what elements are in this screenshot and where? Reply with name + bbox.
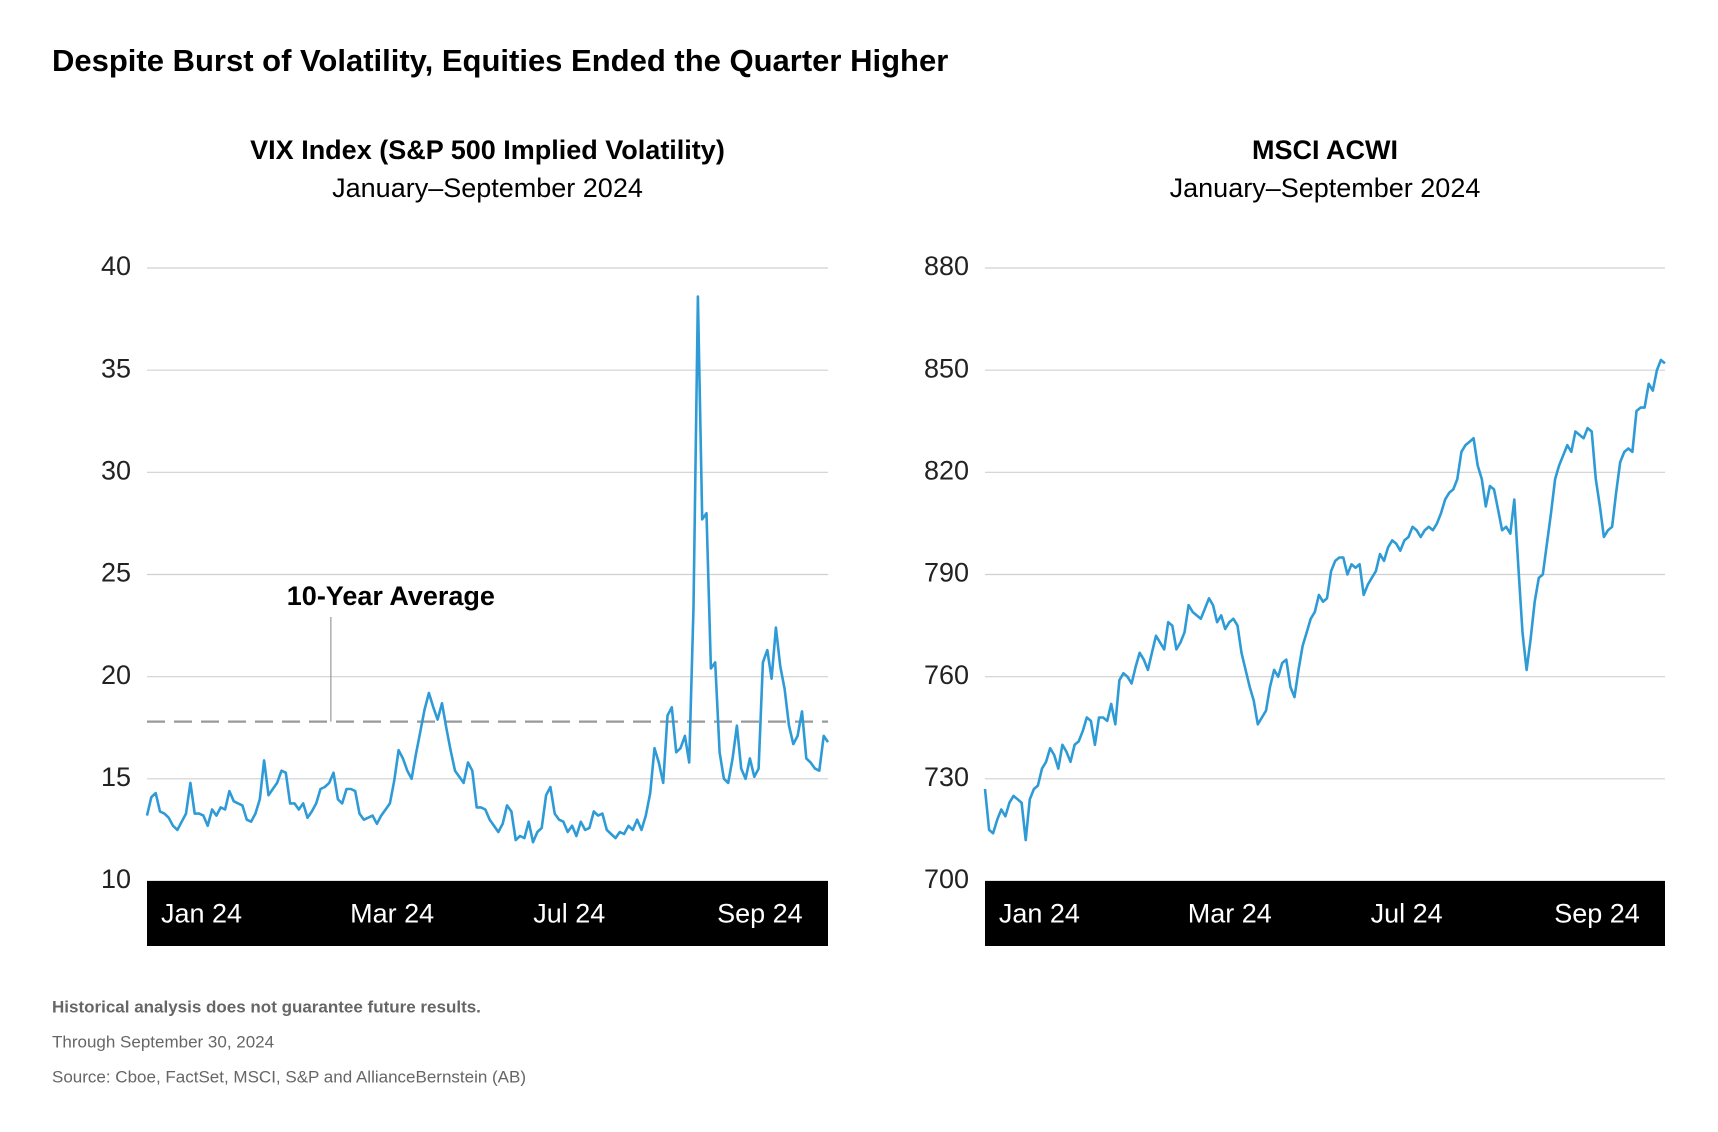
y-tick-label: 730 — [924, 762, 969, 792]
chart-subtitle: January–September 2024 — [332, 173, 643, 203]
chart-title: MSCI ACWI — [1252, 135, 1398, 165]
data-line — [145, 295, 830, 844]
x-tick-label: Jul 24 — [1371, 899, 1443, 929]
y-tick-label: 30 — [101, 455, 131, 485]
y-tick-label: 25 — [101, 558, 131, 588]
x-tick-label: Mar 24 — [350, 899, 434, 929]
y-tick-label: 15 — [101, 762, 131, 792]
y-tick-label: 790 — [924, 558, 969, 588]
x-tick-label: Jul 24 — [533, 899, 605, 929]
y-tick-label: 40 — [101, 251, 131, 281]
chart-subtitle: January–September 2024 — [1170, 173, 1481, 203]
chart-title: VIX Index (S&P 500 Implied Volatility) — [250, 135, 725, 165]
footnote: Source: Cboe, FactSet, MSCI, S&P and All… — [52, 1067, 526, 1086]
y-tick-label: 760 — [924, 660, 969, 690]
y-tick-label: 35 — [101, 353, 131, 383]
x-tick-label: Jan 24 — [161, 899, 242, 929]
x-axis-band — [147, 881, 828, 946]
y-tick-label: 850 — [924, 353, 969, 383]
footnote: Through September 30, 2024 — [52, 1032, 274, 1051]
x-tick-label: Jan 24 — [999, 899, 1080, 929]
x-tick-label: Mar 24 — [1188, 899, 1272, 929]
x-tick-label: Sep 24 — [1554, 899, 1640, 929]
y-tick-label: 700 — [924, 864, 969, 894]
y-tick-label: 820 — [924, 455, 969, 485]
x-axis-band — [985, 881, 1665, 946]
y-tick-label: 20 — [101, 660, 131, 690]
data-line — [983, 358, 1666, 842]
y-tick-label: 10 — [101, 864, 131, 894]
x-tick-label: Sep 24 — [717, 899, 803, 929]
figure-title: Despite Burst of Volatility, Equities En… — [52, 43, 948, 78]
annotation: 10-Year Average — [287, 581, 495, 611]
y-tick-label: 880 — [924, 251, 969, 281]
footnote: Historical analysis does not guarantee f… — [52, 997, 481, 1016]
